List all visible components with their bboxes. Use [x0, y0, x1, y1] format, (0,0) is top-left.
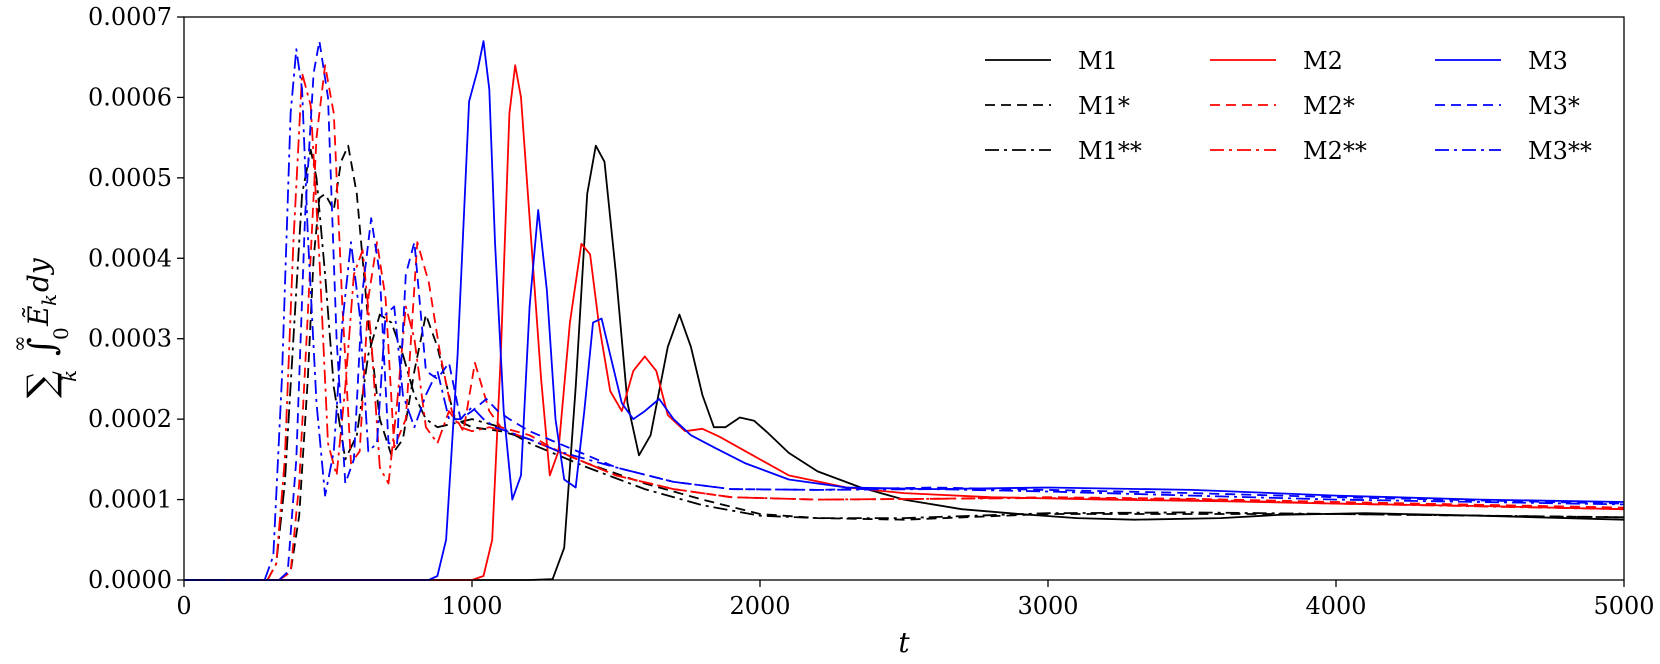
y-label-int-sup: ∞: [7, 335, 31, 352]
y-tick-label: 0.0007: [88, 3, 172, 31]
series-line-8: [184, 48, 1625, 581]
x-tick-label: 5000: [1593, 592, 1654, 620]
x-tick-label: 1000: [441, 592, 502, 620]
legend-label-2: M1**: [1078, 137, 1142, 165]
y-tick-label: 0.0001: [88, 486, 172, 514]
legend-label-3: M2: [1303, 47, 1343, 75]
series-line-2: [184, 148, 1625, 581]
y-tick-label: 0.0005: [88, 164, 172, 192]
plot-lines: [184, 40, 1625, 581]
series-line-4: [184, 64, 1625, 581]
legend: M1 M1* M1** M2 M2* M2** M3 M3* M3**: [985, 47, 1592, 165]
x-axis-label: t: [898, 626, 910, 659]
plot-frame: [183, 16, 1625, 581]
axis-ticks: 0 1000 2000 3000 4000 5000 0.0000 0.0001 0.0002 0…: [88, 3, 1655, 620]
series-line-3: [184, 64, 1625, 581]
y-axis-label: ∑ k ∫ ∞ 0 Ẽ k dy: [7, 257, 81, 398]
y-tick-label: 0.0003: [88, 325, 172, 353]
legend-label-0: M1: [1078, 47, 1118, 75]
legend-label-8: M3**: [1528, 137, 1592, 165]
y-label-e-sub: k: [37, 294, 61, 306]
y-tick-label: 0.0000: [88, 566, 172, 594]
y-label-dy: dy: [22, 257, 55, 292]
y-label-integral: ∫: [22, 337, 63, 356]
series-line-1: [184, 144, 1625, 581]
x-tick-label: 2000: [729, 592, 790, 620]
series-line-6: [184, 40, 1625, 581]
y-label-int-sub: 0: [49, 327, 73, 340]
x-tick-label: 4000: [1305, 592, 1366, 620]
y-label-sum-sub: k: [57, 370, 81, 382]
x-tick-label: 3000: [1017, 592, 1078, 620]
y-tick-label: 0.0006: [88, 83, 172, 111]
legend-label-6: M3: [1528, 47, 1568, 75]
x-tick-label: 0: [176, 592, 191, 620]
y-label-e: Ẽ: [22, 306, 55, 327]
legend-label-5: M2**: [1303, 137, 1367, 165]
y-label-sum: ∑: [19, 371, 63, 398]
legend-label-1: M1*: [1078, 92, 1130, 120]
series-line-0: [184, 144, 1625, 581]
series-line-5: [184, 72, 1625, 581]
y-tick-label: 0.0004: [88, 244, 172, 272]
y-tick-label: 0.0002: [88, 405, 172, 433]
legend-label-4: M2*: [1303, 92, 1355, 120]
legend-label-7: M3*: [1528, 92, 1580, 120]
